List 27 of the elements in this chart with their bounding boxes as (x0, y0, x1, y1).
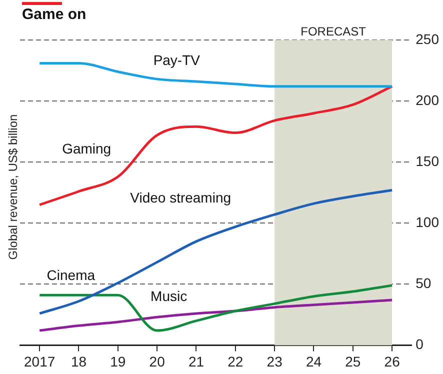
y-tick-label: 0 (416, 336, 424, 352)
series-label: Pay-TV (153, 52, 201, 68)
y-tick-label: 150 (416, 152, 440, 169)
x-tick-label: 23 (266, 353, 283, 370)
y-tick-label: 250 (416, 30, 440, 47)
line-series (38, 188, 394, 315)
band-label: FORECAST (300, 24, 367, 38)
series-label: Video streaming (130, 190, 232, 206)
x-tick-label: 18 (70, 353, 87, 370)
x-tick-label: 19 (110, 353, 126, 370)
x-tick-label: 25 (345, 353, 361, 370)
x-tick-label: 20 (149, 353, 166, 370)
series-label: Gaming (62, 140, 112, 156)
y-tick-label: 50 (416, 275, 432, 292)
chart-title: Game on (22, 6, 86, 23)
series-label: Music (150, 288, 188, 304)
series-label: Cinema (46, 267, 96, 284)
x-tick-label: 26 (384, 353, 400, 370)
y-tick-label: 100 (416, 214, 440, 230)
x-tick-label: 21 (188, 353, 204, 370)
x-tick-label: 24 (306, 353, 322, 370)
y-axis-title: Global revenue, US$ billion (6, 113, 20, 262)
line-series (38, 85, 394, 206)
y-tick-label: 200 (416, 92, 440, 108)
x-tick-label: 22 (228, 353, 244, 370)
line-series (38, 284, 394, 332)
x-tick-label: 2017 (24, 353, 56, 370)
